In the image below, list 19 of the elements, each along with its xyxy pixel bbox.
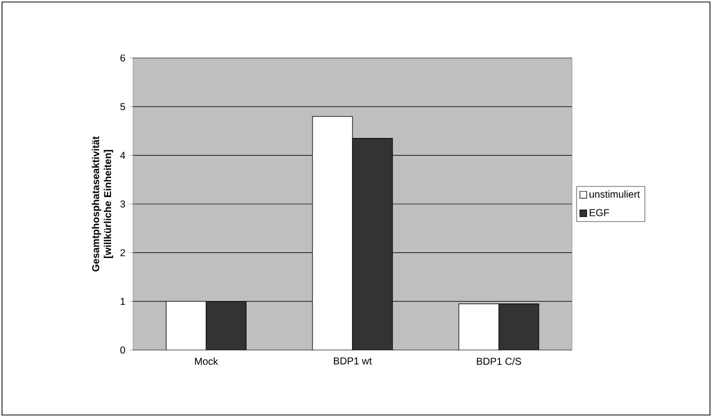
y-tick-label: 6 [120, 54, 126, 62]
x-tick-label: BDP1 wt [334, 358, 372, 364]
bar [166, 301, 206, 350]
y-tick-label: 0 [120, 346, 126, 354]
y-tick-label: 5 [120, 103, 126, 110]
bar [498, 303, 540, 350]
x-tick-label: Mock [195, 358, 218, 365]
legend-label: unstimuliert [590, 190, 640, 198]
y-tick-label: 1 [120, 298, 126, 305]
bar [458, 303, 500, 350]
x-tick-label: BDP1 C/S [476, 358, 522, 365]
y-axis-title: Gesamtphosphataseaktivität [willkürliche Einheiten] [92, 136, 114, 272]
y-tick-label: 2 [120, 249, 125, 256]
bar [352, 138, 393, 350]
bar [206, 301, 246, 350]
y-tick-label: 3 [120, 200, 126, 208]
legend-label: EGF [590, 209, 610, 216]
y-tick-label: 4 [120, 152, 126, 159]
bar [312, 116, 353, 350]
